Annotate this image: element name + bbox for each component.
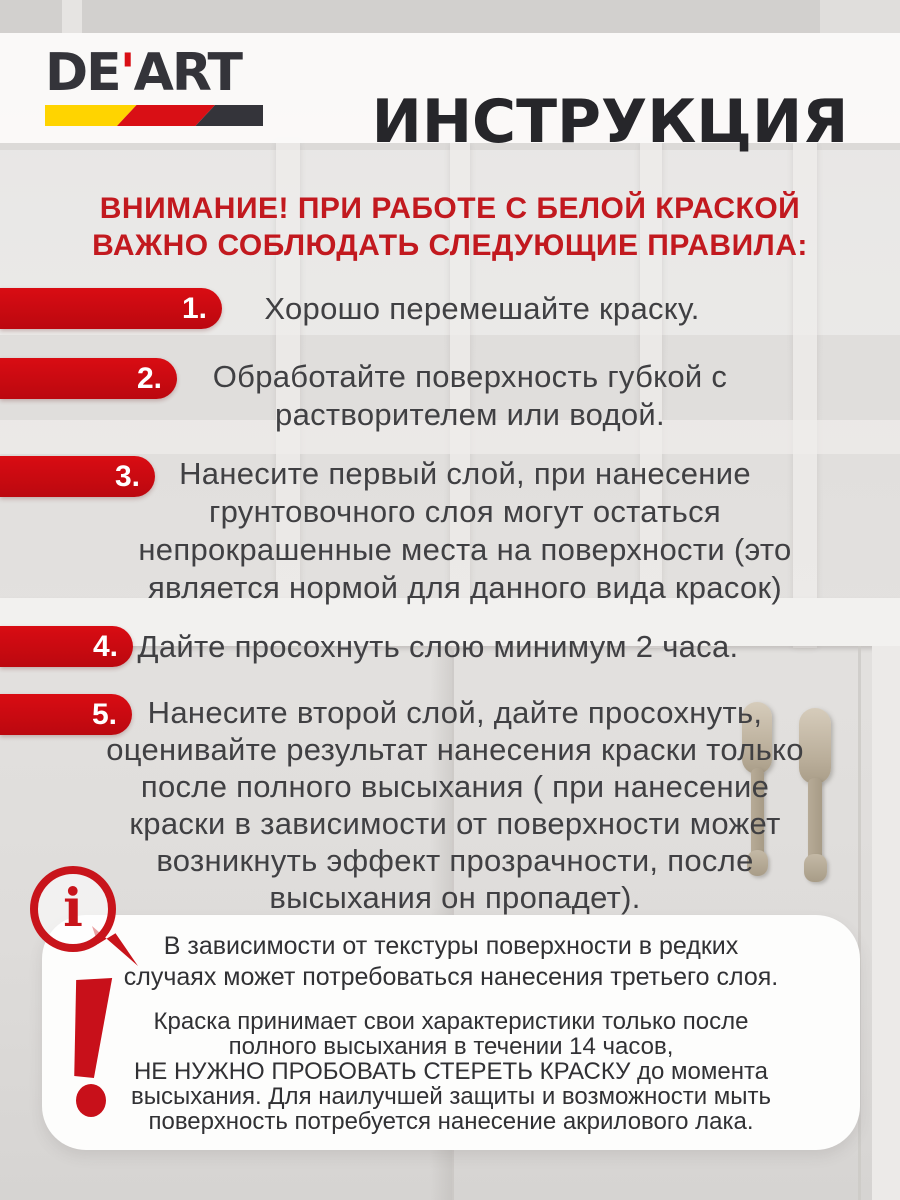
door-mullion: [450, 143, 470, 648]
info-icon: i: [28, 864, 148, 974]
step-3-number: 3.: [114, 459, 140, 493]
door-handle-cap: [804, 854, 827, 882]
exclamation-bar: [74, 978, 113, 1078]
logo-stripe-yellow: [45, 105, 137, 126]
step-4-number: 4.: [92, 629, 118, 663]
exclamation-dot: [76, 1084, 106, 1117]
door-right-panel: [872, 646, 900, 1200]
step-1-text: Хорошо перемешайте краску.: [264, 291, 700, 326]
door-mullion: [793, 143, 817, 648]
door-handle-plate: [799, 708, 831, 784]
logo-stripe-red: [116, 105, 216, 126]
door-mullion: [640, 143, 662, 648]
door-handle-plate: [742, 702, 772, 774]
logo-apostrophe: ': [119, 43, 136, 103]
door-seam: [820, 0, 900, 33]
step-5-text: Нанесите второй слой, дайте просохнуть, …: [106, 695, 804, 915]
step-4-badge: 4.: [0, 626, 133, 667]
door-handle-stem: [751, 768, 764, 858]
door-mullion: [276, 143, 300, 648]
step-1-badge: 1.: [0, 288, 222, 329]
step-2-text: Обработайте поверхность губкой с раствор…: [212, 359, 728, 432]
door-seam: [62, 0, 82, 33]
step-5-badge: 5.: [0, 694, 132, 735]
door-handle-cap: [747, 850, 768, 876]
exclamation-icon: [68, 978, 118, 1120]
note-drying-time: Краска принимает свои характеристики тол…: [130, 1008, 772, 1135]
logo-de: DE: [45, 43, 122, 103]
step-2-badge: 2.: [0, 358, 177, 399]
step-4-text: Дайте просохнуть слою минимум 2 часа.: [137, 629, 739, 664]
door-rail: [0, 420, 900, 454]
info-i-glyph: i: [63, 878, 83, 939]
page-title: ИНСТРУКЦИЯ: [371, 87, 849, 157]
step-3-text: Нанесите первый слой, при нанесение грун…: [138, 456, 792, 605]
door-stile: [858, 646, 861, 1200]
deart-logo: DE'ART: [45, 47, 275, 131]
logo-text: DE'ART: [45, 47, 275, 99]
step-3-badge: 3.: [0, 456, 155, 497]
logo-stripe: [45, 105, 263, 126]
door-sill: [0, 598, 900, 646]
door-handle-stem: [808, 778, 822, 862]
notes-card: В зависимости от текстуры поверхности в …: [42, 915, 860, 1150]
step-2-number: 2.: [136, 361, 162, 395]
step-5-number: 5.: [91, 697, 117, 731]
info-bubble-circle: i: [30, 866, 116, 952]
logo-art: ART: [133, 43, 243, 103]
warning-text: ВНИМАНИЕ! ПРИ РАБОТЕ С БЕЛОЙ КРАСКОЙ ВАЖ…: [92, 192, 808, 262]
header: DE'ART ИНСТРУКЦИЯ: [0, 33, 900, 155]
logo-stripe-dark: [195, 105, 263, 126]
note-third-coat: В зависимости от текстуры поверхности в …: [123, 932, 779, 991]
door-top-strip: [0, 0, 900, 33]
step-1-number: 1.: [181, 291, 207, 325]
